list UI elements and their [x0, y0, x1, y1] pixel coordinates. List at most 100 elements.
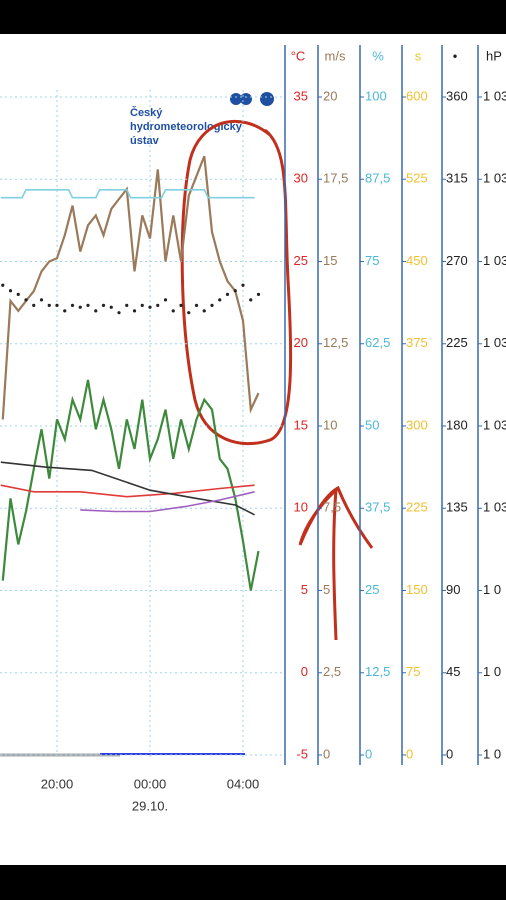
y-tick-label: 0: [365, 746, 372, 761]
y-tick-label: 15: [323, 253, 337, 268]
logo-text: Český: [130, 106, 163, 119]
logo-dot: [230, 93, 242, 105]
y-tick-label: 375: [406, 335, 428, 350]
axis-unit: hP: [486, 48, 502, 63]
data-line: [1, 155, 260, 420]
y-tick-label: 1 0: [483, 582, 501, 597]
data-dot: [241, 283, 245, 287]
y-tick-label: 1 03: [483, 500, 506, 515]
y-tick-label: 0: [446, 746, 453, 761]
y-tick-label: 360: [446, 88, 468, 103]
data-dot: [125, 303, 129, 307]
data-dot: [171, 309, 175, 313]
data-line: [0, 461, 255, 516]
y-tick-label: 25: [365, 582, 379, 597]
axis-unit: %: [372, 48, 384, 63]
data-dot: [163, 298, 168, 302]
data-dot: [148, 305, 152, 309]
data-dot: [94, 309, 98, 313]
y-tick-label: 1 0: [483, 746, 501, 761]
y-tick-label: 75: [365, 253, 379, 268]
y-tick-label: 150: [406, 582, 428, 597]
y-tick-label: 180: [446, 417, 468, 432]
data-line: [0, 189, 255, 199]
y-tick-label: 17,5: [323, 171, 348, 186]
data-dot: [55, 303, 59, 307]
data-dot: [32, 303, 36, 307]
y-tick-label: 1 03: [483, 253, 506, 268]
data-dot: [225, 292, 230, 296]
y-tick-label: 600: [406, 88, 428, 103]
y-tick-label: 225: [446, 335, 468, 350]
logo-text: ústav: [130, 135, 160, 147]
y-tick-label: 87,5: [365, 171, 390, 186]
date-label: 29.10.: [132, 798, 168, 813]
axis-unit: °C: [291, 48, 306, 63]
y-tick-label: 7,5: [323, 500, 341, 515]
y-tick-label: 100: [365, 88, 387, 103]
y-tick-label: 1 03: [483, 417, 506, 432]
data-dot: [156, 303, 160, 307]
y-tick-label: 62,5: [365, 335, 390, 350]
y-tick-label: 5: [301, 582, 308, 597]
y-tick-label: 2,5: [323, 664, 341, 679]
hand-circle: [180, 119, 293, 446]
data-dot: [109, 305, 113, 309]
y-tick-label: 37,5: [365, 500, 390, 515]
data-dot: [63, 309, 67, 313]
data-dot: [16, 292, 20, 296]
y-tick-label: 1 03: [483, 171, 506, 186]
axis-unit: s: [415, 48, 422, 63]
y-tick-label: 35: [294, 88, 308, 103]
y-tick-label: 30: [294, 171, 308, 186]
bottom-bar: [0, 865, 506, 900]
data-dot: [256, 292, 261, 296]
top-bar: [0, 0, 506, 34]
y-tick-label: 525: [406, 171, 428, 186]
y-tick-label: 135: [446, 500, 468, 515]
data-dot: [101, 303, 106, 307]
y-tick-label: 10: [294, 500, 308, 515]
y-tick-label: 270: [446, 253, 468, 268]
y-tick-label: 12,5: [365, 664, 390, 679]
y-tick-label: 5: [323, 582, 330, 597]
y-tick-label: 20: [294, 335, 308, 350]
y-tick-label: 1 0: [483, 664, 501, 679]
y-tick-label: -5: [296, 746, 308, 761]
data-dot: [132, 309, 137, 313]
y-tick-label: 12,5: [323, 335, 348, 350]
logo-text: hydrometeorologický: [130, 121, 243, 133]
data-line: [80, 491, 255, 513]
y-tick-label: 1 03: [483, 88, 506, 103]
data-dot: [140, 303, 144, 307]
y-tick-label: 45: [446, 664, 460, 679]
data-dot: [8, 289, 13, 293]
data-dot: [78, 305, 82, 309]
data-dot: [117, 311, 121, 315]
y-tick-label: 450: [406, 253, 428, 268]
data-dot: [1, 283, 5, 287]
data-dot: [202, 309, 206, 313]
data-dot: [194, 303, 199, 307]
y-tick-label: 0: [323, 746, 330, 761]
y-tick-label: 15: [294, 417, 308, 432]
y-tick-label: 20: [323, 88, 337, 103]
y-tick-label: 225: [406, 500, 428, 515]
hand-arrow: [298, 485, 374, 641]
data-dot: [233, 289, 237, 293]
y-tick-label: 0: [406, 746, 413, 761]
data-dot: [47, 303, 51, 307]
data-dot: [70, 303, 75, 307]
data-dot: [210, 303, 214, 307]
logo-dot: [240, 93, 252, 105]
data-dot: [86, 303, 90, 307]
x-tick-label: 00:00: [134, 776, 167, 791]
data-dot: [218, 298, 222, 302]
data-line: [1, 379, 260, 591]
y-tick-label: 10: [323, 417, 337, 432]
y-tick-label: 90: [446, 582, 460, 597]
data-dot: [179, 303, 183, 307]
y-tick-label: 315: [446, 171, 468, 186]
y-tick-label: 300: [406, 417, 428, 432]
data-dot: [249, 298, 253, 302]
